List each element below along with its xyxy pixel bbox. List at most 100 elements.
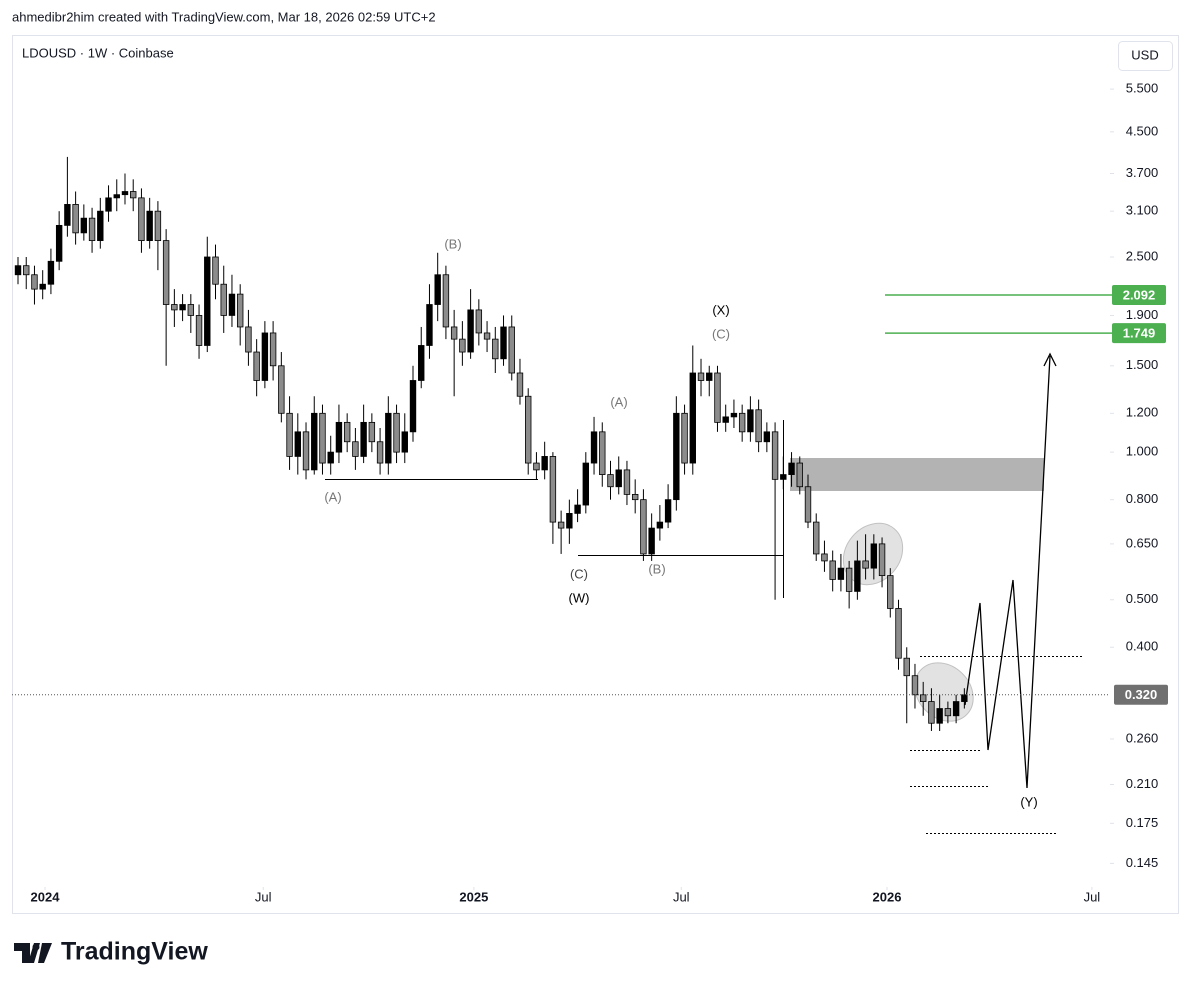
candle-body [376, 441, 384, 464]
candle-body [245, 326, 252, 353]
candle-body [623, 469, 631, 495]
candle-body [14, 265, 22, 276]
candle-body [343, 421, 351, 443]
candle-body [220, 283, 227, 316]
candle-body [39, 283, 46, 290]
candle-body [88, 217, 96, 242]
target-label: 1.749 [1123, 326, 1156, 341]
candle-body [862, 560, 869, 569]
candle-body [360, 421, 367, 457]
candle-body [796, 462, 803, 488]
logo: TradingView [14, 938, 208, 966]
candle-body [640, 499, 647, 555]
candle-body [928, 701, 935, 724]
candle-body [286, 412, 293, 457]
candle-body [475, 309, 483, 334]
candle-body [574, 504, 581, 514]
candle-body [426, 304, 433, 346]
candle-body [204, 256, 211, 346]
candle-body [648, 527, 655, 555]
candle-body [854, 560, 861, 592]
candle-body [673, 412, 680, 501]
candle-body [409, 380, 417, 433]
wave-label: (A) [324, 489, 341, 504]
candle-body [911, 675, 919, 696]
candle-body [936, 708, 943, 724]
y-tick-label: 0.500 [1126, 591, 1159, 606]
candle-body [738, 412, 746, 433]
y-tick-label: 0.400 [1126, 639, 1159, 654]
candle-body [492, 338, 499, 360]
symbol: LDOUSD · 1W · Coinbase [22, 45, 174, 60]
candle-body [253, 351, 260, 381]
candle-body [829, 560, 836, 580]
candle-body [368, 421, 376, 443]
y-tick-label: 0.210 [1126, 776, 1159, 791]
candle-body [228, 293, 236, 316]
candle-body [788, 462, 795, 475]
x-tick-label: 2024 [31, 889, 61, 904]
candle-body [294, 431, 301, 457]
y-tick-label: 3.700 [1126, 165, 1159, 180]
candle-body [23, 265, 30, 276]
candle-body [179, 304, 186, 311]
candle-body [837, 567, 845, 580]
candle-body [97, 210, 104, 242]
candle-body [418, 345, 425, 381]
wave-label: (C) [570, 566, 588, 581]
candle-body [31, 274, 38, 290]
currency-button[interactable] [1118, 41, 1173, 71]
arrow-head [1043, 352, 1057, 367]
candle-body [607, 474, 614, 488]
candle-body [706, 372, 713, 381]
y-tick-label: 0.175 [1126, 815, 1159, 830]
brand: TradingView [61, 938, 208, 966]
target-label-box [1112, 323, 1166, 344]
candle-body [302, 431, 310, 471]
candle-body [236, 293, 244, 328]
candle-body [533, 462, 540, 471]
candle-body [459, 338, 466, 353]
wave-label: (Y) [1020, 794, 1037, 809]
candle-body [483, 332, 491, 340]
candle-body [187, 304, 195, 316]
candle-body [821, 553, 828, 562]
candle-body [162, 240, 170, 305]
target-label: 2.092 [1123, 287, 1156, 302]
x-tick-label: 2026 [873, 889, 902, 904]
y-tick-label: 1.500 [1126, 357, 1159, 372]
y-tick-label: 1.000 [1126, 444, 1159, 459]
wave-label: (C) [712, 326, 730, 341]
plot [14, 156, 968, 731]
logo-mark [14, 943, 52, 963]
currency[interactable]: USD [1131, 47, 1158, 62]
last-price-label: 0.320 [1125, 687, 1158, 702]
candle-body [566, 513, 573, 529]
candle-body [656, 521, 664, 529]
candle-body [557, 521, 565, 529]
y-tick-label: 2.500 [1126, 248, 1159, 263]
candle-body [508, 326, 515, 374]
candle-body [393, 412, 400, 453]
chart-frame [12, 35, 1179, 914]
candle-body [541, 456, 548, 471]
candle-body [442, 274, 450, 328]
candle-body [903, 657, 910, 677]
candle-body [401, 431, 408, 453]
candle-body [590, 431, 598, 464]
candle-body [434, 274, 441, 305]
candle-body [525, 395, 532, 464]
y-tick-label: 0.650 [1126, 535, 1159, 550]
candle-body [813, 521, 820, 555]
candle-body [72, 204, 79, 234]
x-tick-label: Jul [255, 889, 272, 904]
candle-body [335, 421, 343, 453]
y-tick-label: 0.800 [1126, 491, 1159, 506]
candle-body [681, 412, 688, 464]
candle-body [516, 372, 524, 397]
candle-body [385, 412, 392, 464]
zone [790, 458, 1044, 491]
wave-label: (X) [712, 302, 729, 317]
